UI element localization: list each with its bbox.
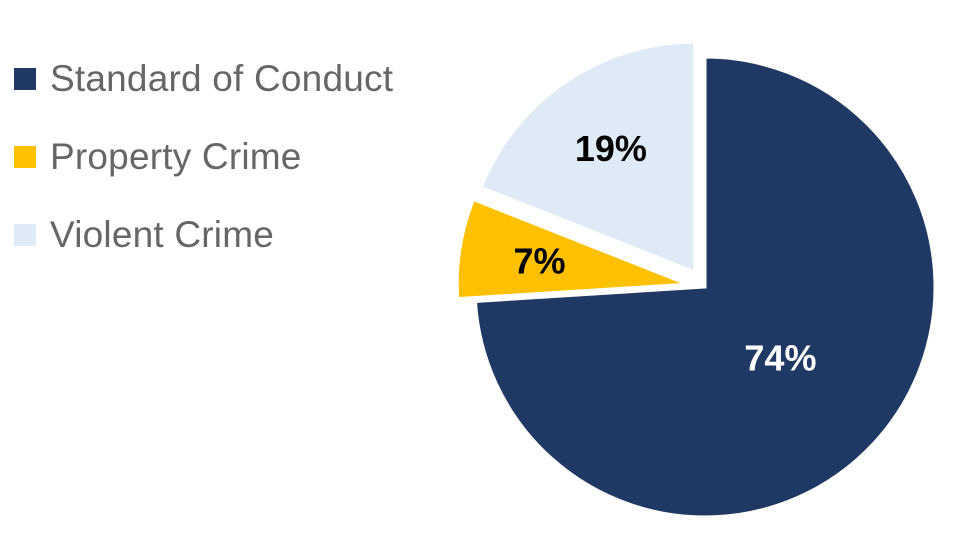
pie-slice-standard-of-conduct xyxy=(473,55,937,519)
legend-label-property-crime: Property Crime xyxy=(50,136,302,177)
legend-item-property-crime: Property Crime xyxy=(14,118,454,196)
slice-label-property-crime: 7% xyxy=(514,240,566,281)
pie-slice-violent-crime xyxy=(479,40,697,275)
legend-swatch-violent-crime xyxy=(14,224,36,246)
legend-label-standard-of-conduct: Standard of Conduct xyxy=(50,58,394,99)
slice-label-standard-of-conduct: 74% xyxy=(744,337,816,378)
slice-label-violent-crime: 19% xyxy=(575,128,647,169)
legend-label-violent-crime: Violent Crime xyxy=(50,214,275,255)
legend-swatch-standard-of-conduct xyxy=(14,68,36,90)
legend-item-standard-of-conduct: Standard of Conduct xyxy=(14,40,454,118)
legend-swatch-property-crime xyxy=(14,146,36,168)
legend-item-violent-crime: Violent Crime xyxy=(14,196,454,274)
pie-slice-property-crime xyxy=(455,197,688,301)
chart-legend: Standard of Conduct Property Crime Viole… xyxy=(14,40,454,274)
